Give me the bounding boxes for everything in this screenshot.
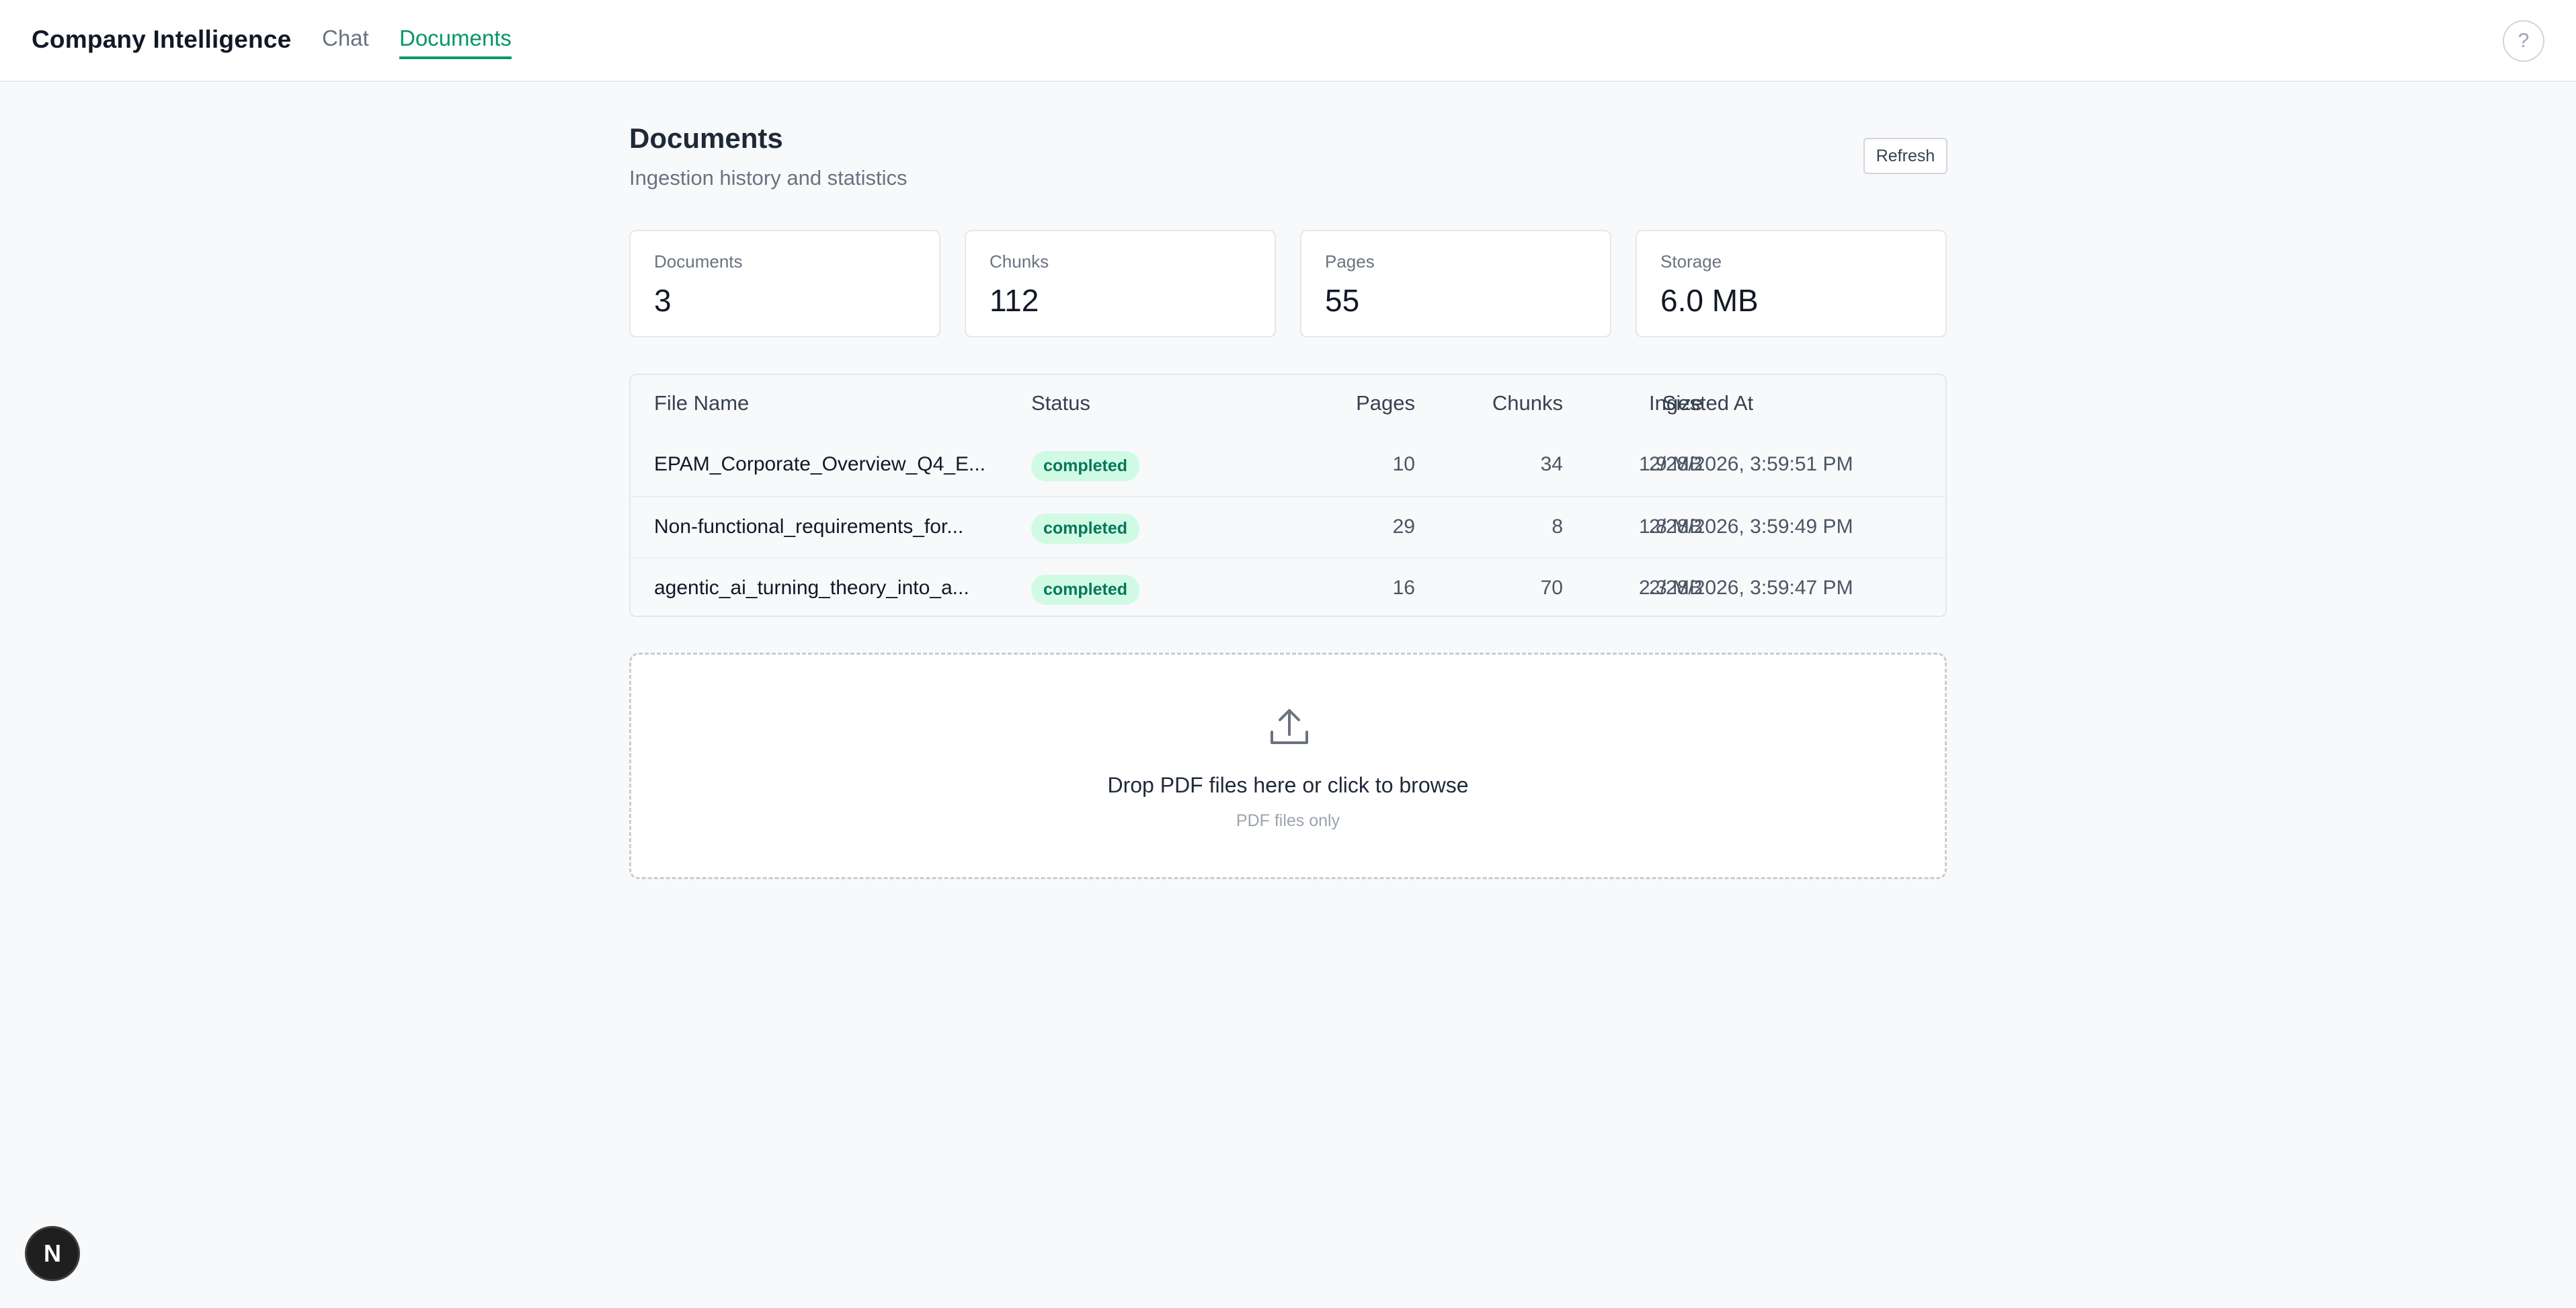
column-header-ingested-at[interactable]: Ingested At (1649, 391, 1754, 415)
dropzone-title: Drop PDF files here or click to browse (1107, 773, 1469, 797)
cell-pages: 10 (1392, 453, 1415, 475)
cell-chunks: 70 (1540, 577, 1563, 599)
stat-card-documents: Documents 3 (629, 230, 940, 337)
stat-value: 3 (654, 283, 672, 318)
status-badge: completed (1031, 575, 1140, 605)
top-bar: Company Intelligence Chat Documents ? (0, 0, 2576, 82)
column-header-chunks[interactable]: Chunks (1492, 391, 1563, 415)
status-badge: completed (1031, 451, 1140, 481)
table-row[interactable]: agentic_ai_turning_theory_into_a... comp… (631, 557, 1945, 616)
table-row[interactable]: EPAM_Corporate_Overview_Q4_E... complete… (631, 435, 1945, 496)
stat-label: Pages (1325, 251, 1375, 272)
pdf-dropzone[interactable]: Drop PDF files here or click to browse P… (629, 653, 1947, 879)
cell-size: 2.3 MB (1638, 577, 1703, 599)
stat-card-storage: Storage 6.0 MB (1636, 230, 1947, 337)
floating-n-button[interactable]: N (25, 1226, 80, 1281)
cell-ingested-at: 2/28/2026, 3:59:51 PM (1649, 453, 1853, 475)
column-header-status[interactable]: Status (1031, 391, 1090, 415)
page-subtitle: Ingestion history and statistics (629, 166, 908, 190)
stat-value: 112 (990, 283, 1039, 318)
stat-value: 55 (1325, 283, 1360, 318)
column-header-size[interactable]: Size (1662, 391, 1703, 415)
help-button[interactable]: ? (2503, 20, 2544, 62)
cell-file-name: agentic_ai_turning_theory_into_a... (654, 577, 969, 599)
cell-size: 1.8 MB (1638, 516, 1703, 538)
stat-label: Chunks (990, 251, 1049, 272)
documents-table: File Name Status Pages Chunks Size Inges… (629, 374, 1947, 617)
cell-file-name: Non-functional_requirements_for... (654, 516, 964, 538)
stat-card-pages: Pages 55 (1300, 230, 1611, 337)
cell-chunks: 8 (1552, 516, 1563, 538)
table-row[interactable]: Non-functional_requirements_for... compl… (631, 496, 1945, 557)
stat-label: Storage (1660, 251, 1722, 272)
tab-chat[interactable]: Chat (322, 26, 369, 50)
page-title: Documents (629, 122, 783, 154)
cell-pages: 16 (1392, 577, 1415, 599)
cell-file-name: EPAM_Corporate_Overview_Q4_E... (654, 453, 985, 475)
status-badge: completed (1031, 514, 1140, 544)
stat-value: 6.0 MB (1660, 283, 1759, 318)
column-header-pages[interactable]: Pages (1356, 391, 1415, 415)
brand-title: Company Intelligence (32, 26, 292, 53)
cell-chunks: 34 (1540, 453, 1563, 475)
cell-size: 1.9 MB (1638, 453, 1703, 475)
dropzone-subtitle: PDF files only (1236, 811, 1340, 830)
refresh-button[interactable]: Refresh (1863, 138, 1947, 174)
cell-ingested-at: 2/28/2026, 3:59:47 PM (1649, 577, 1853, 599)
stat-card-chunks: Chunks 112 (965, 230, 1276, 337)
cell-pages: 29 (1392, 516, 1415, 538)
column-header-file-name[interactable]: File Name (654, 391, 750, 415)
stat-label: Documents (654, 251, 743, 272)
cell-ingested-at: 2/28/2026, 3:59:49 PM (1649, 516, 1853, 538)
upload-icon (1271, 709, 1308, 744)
tab-documents[interactable]: Documents (399, 26, 512, 59)
